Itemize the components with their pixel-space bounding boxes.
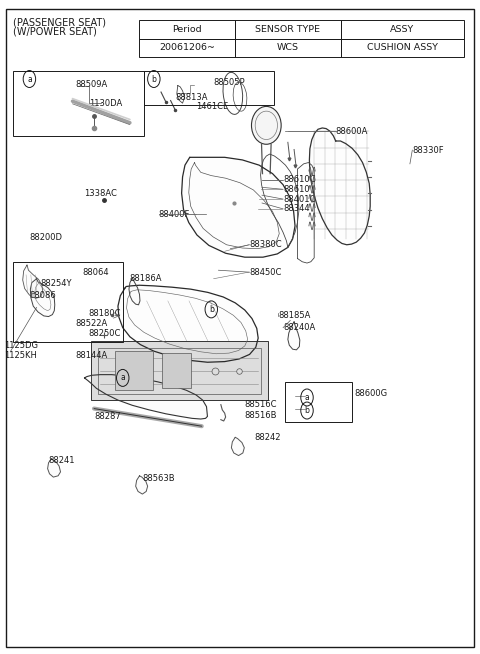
Text: 88813A: 88813A xyxy=(175,94,208,103)
Polygon shape xyxy=(310,128,370,245)
Text: a: a xyxy=(305,393,310,402)
Text: 88242: 88242 xyxy=(254,434,281,443)
Text: b: b xyxy=(305,406,310,415)
Text: 88254Y: 88254Y xyxy=(40,279,72,288)
Text: 88250C: 88250C xyxy=(88,329,120,338)
Text: 88516C: 88516C xyxy=(245,400,277,409)
Text: 88610C: 88610C xyxy=(283,175,315,184)
Bar xyxy=(115,351,153,390)
Bar xyxy=(286,383,352,422)
Text: (PASSENGER SEAT): (PASSENGER SEAT) xyxy=(12,17,106,27)
Polygon shape xyxy=(118,285,258,362)
Text: a: a xyxy=(120,373,125,383)
Polygon shape xyxy=(30,279,55,317)
Bar xyxy=(12,71,144,136)
Bar xyxy=(144,71,274,105)
Text: 88287: 88287 xyxy=(94,412,121,421)
Polygon shape xyxy=(288,322,300,350)
Text: 88400F: 88400F xyxy=(158,209,190,218)
Text: 88180C: 88180C xyxy=(88,309,121,318)
Polygon shape xyxy=(181,158,295,257)
Text: 88241: 88241 xyxy=(48,456,75,464)
Text: CUSHION ASSY: CUSHION ASSY xyxy=(367,43,438,52)
Text: b: b xyxy=(151,75,156,84)
Text: 88600A: 88600A xyxy=(336,127,368,136)
Text: 88064: 88064 xyxy=(82,268,108,277)
Text: WCS: WCS xyxy=(277,43,299,52)
Text: Period: Period xyxy=(172,25,202,34)
Bar xyxy=(140,39,235,57)
Text: 1125DG: 1125DG xyxy=(4,341,38,351)
Text: 88401C: 88401C xyxy=(283,195,315,203)
Text: 88610: 88610 xyxy=(283,185,310,194)
Polygon shape xyxy=(84,375,207,419)
Text: 88144A: 88144A xyxy=(75,351,107,360)
Text: 1125KH: 1125KH xyxy=(4,351,37,360)
Text: 88450C: 88450C xyxy=(250,267,282,277)
Bar xyxy=(140,20,235,39)
Text: (W/POWER SEAT): (W/POWER SEAT) xyxy=(12,27,96,37)
Bar xyxy=(340,20,464,39)
Text: 20061206~: 20061206~ xyxy=(159,43,216,52)
Text: ASSY: ASSY xyxy=(390,25,414,34)
Text: a: a xyxy=(27,75,32,84)
Text: 88086: 88086 xyxy=(29,290,56,300)
Polygon shape xyxy=(136,476,148,494)
Text: 88240A: 88240A xyxy=(283,323,315,332)
Text: 88186A: 88186A xyxy=(129,274,161,283)
Text: 88185A: 88185A xyxy=(278,311,311,320)
Text: SENSOR TYPE: SENSOR TYPE xyxy=(255,25,320,34)
Polygon shape xyxy=(129,278,140,305)
Bar xyxy=(91,341,268,400)
Text: 88522A: 88522A xyxy=(75,319,107,328)
Text: 1338AC: 1338AC xyxy=(84,189,117,198)
Text: 88600G: 88600G xyxy=(355,389,388,398)
Text: 88516B: 88516B xyxy=(245,411,277,420)
Text: 88505P: 88505P xyxy=(214,78,245,88)
Text: 88509A: 88509A xyxy=(75,80,107,90)
Text: 88344: 88344 xyxy=(283,205,310,213)
Polygon shape xyxy=(231,438,244,456)
Ellipse shape xyxy=(252,107,281,145)
Bar xyxy=(340,39,464,57)
Text: b: b xyxy=(209,305,214,314)
Bar xyxy=(12,262,123,342)
Bar xyxy=(235,20,340,39)
Text: 88563B: 88563B xyxy=(142,474,175,483)
Bar xyxy=(98,348,261,394)
Polygon shape xyxy=(48,459,60,477)
Text: 88330F: 88330F xyxy=(412,146,444,154)
Polygon shape xyxy=(23,265,43,298)
Text: 1461CE: 1461CE xyxy=(196,102,228,111)
Text: 88200D: 88200D xyxy=(29,233,62,242)
Bar xyxy=(235,39,340,57)
Text: 1130DA: 1130DA xyxy=(89,99,122,108)
Bar xyxy=(162,353,191,388)
Text: 88380C: 88380C xyxy=(250,240,282,249)
